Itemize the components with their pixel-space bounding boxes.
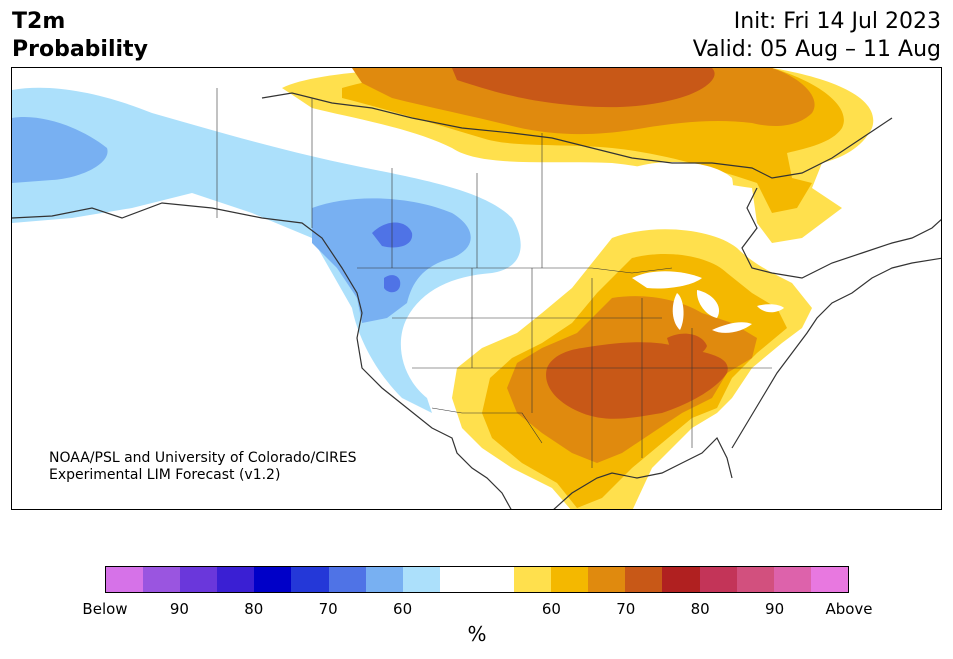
border-us-canada <box>357 267 673 274</box>
colorbar-tick-label: 60 <box>541 600 561 618</box>
coastline-gulf <box>553 436 733 509</box>
map-title: T2m Probability <box>12 8 148 64</box>
coastlines <box>12 92 941 509</box>
colorbar-cell <box>736 567 774 592</box>
border-us-mexico <box>431 407 543 444</box>
colorbar-cell <box>551 567 589 592</box>
colorbar-cell <box>514 567 552 592</box>
forecast-map <box>11 67 942 510</box>
coastline-east <box>731 257 941 449</box>
colorbar-tick-label: Above <box>825 600 873 618</box>
forecast-credit: NOAA/PSL and University of Colorado/CIRE… <box>49 450 357 484</box>
colorbar-cell <box>106 567 144 592</box>
colorbar-cell <box>402 567 440 592</box>
colorbar-cell <box>143 567 181 592</box>
colorbar-tick-label: Below <box>82 600 128 618</box>
colorbar-tick-label: 90 <box>765 600 785 618</box>
lake-superior <box>632 271 702 289</box>
coastline-labrador <box>741 187 941 279</box>
lake-huron <box>696 290 720 318</box>
colorbar-cell <box>773 567 811 592</box>
cold-80-region-oregon <box>384 275 401 293</box>
colorbar-cell <box>291 567 329 592</box>
lake-ontario <box>757 304 784 313</box>
colorbar-cell <box>254 567 292 592</box>
coastline-arctic <box>261 92 893 179</box>
colorbar-cell <box>588 567 626 592</box>
cold-70-region-northwest <box>312 198 471 323</box>
colorbar-cell <box>810 567 848 592</box>
colorbar-cell <box>180 567 218 592</box>
political-boundaries <box>216 88 772 468</box>
colorbar-cell <box>476 567 515 592</box>
colorbar-tick-label: 60 <box>393 600 413 618</box>
warm-75-region-central-us <box>546 342 728 419</box>
credit-model: Experimental LIM Forecast (v1.2) <box>49 467 281 483</box>
title-product: Probability <box>12 37 148 62</box>
colorbar-tick-label: 90 <box>169 600 189 618</box>
colorbar-tick-label: 80 <box>244 600 264 618</box>
coastline-alaska <box>12 202 512 509</box>
forecast-dates: Init: Fri 14 Jul 2023 Valid: 05 Aug – 11… <box>693 8 941 64</box>
north-america-map-svg <box>12 68 941 509</box>
valid-date: Valid: 05 Aug – 11 Aug <box>692 37 941 62</box>
colorbar-cell <box>439 567 477 592</box>
colorbar-cell <box>217 567 255 592</box>
warm-75-region-arctic <box>452 68 715 108</box>
hudson-bay <box>627 162 733 229</box>
colorbar-cell <box>699 567 737 592</box>
lake-erie <box>712 322 752 333</box>
colorbar-tick-label: 70 <box>318 600 338 618</box>
colorbar-unit-label: % <box>467 622 487 646</box>
colorbar-tick-label: 80 <box>690 600 710 618</box>
cold-60-region-alaska-west <box>12 87 521 414</box>
colorbar-cell <box>328 567 366 592</box>
lake-michigan <box>672 293 684 330</box>
colorbar-cell <box>365 567 403 592</box>
colorbar-cell <box>625 567 663 592</box>
credit-organization: NOAA/PSL and University of Colorado/CIRE… <box>49 450 357 466</box>
warm-75-region-ohio <box>667 333 707 358</box>
colorbar-cell <box>662 567 700 592</box>
cold-70-region-alaska <box>12 117 108 183</box>
colorbar-tick-label: 70 <box>616 600 636 618</box>
title-variable: T2m <box>12 9 66 34</box>
init-date: Init: Fri 14 Jul 2023 <box>733 9 941 34</box>
probability-colorbar <box>105 566 849 593</box>
